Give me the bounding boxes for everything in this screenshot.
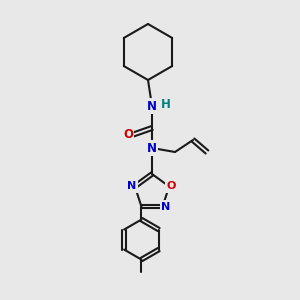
Text: O: O [123,128,133,142]
Text: N: N [127,182,136,191]
Text: H: H [161,98,171,110]
Text: N: N [161,202,170,212]
Text: O: O [167,182,176,191]
Text: N: N [147,100,157,112]
Text: N: N [147,142,157,154]
